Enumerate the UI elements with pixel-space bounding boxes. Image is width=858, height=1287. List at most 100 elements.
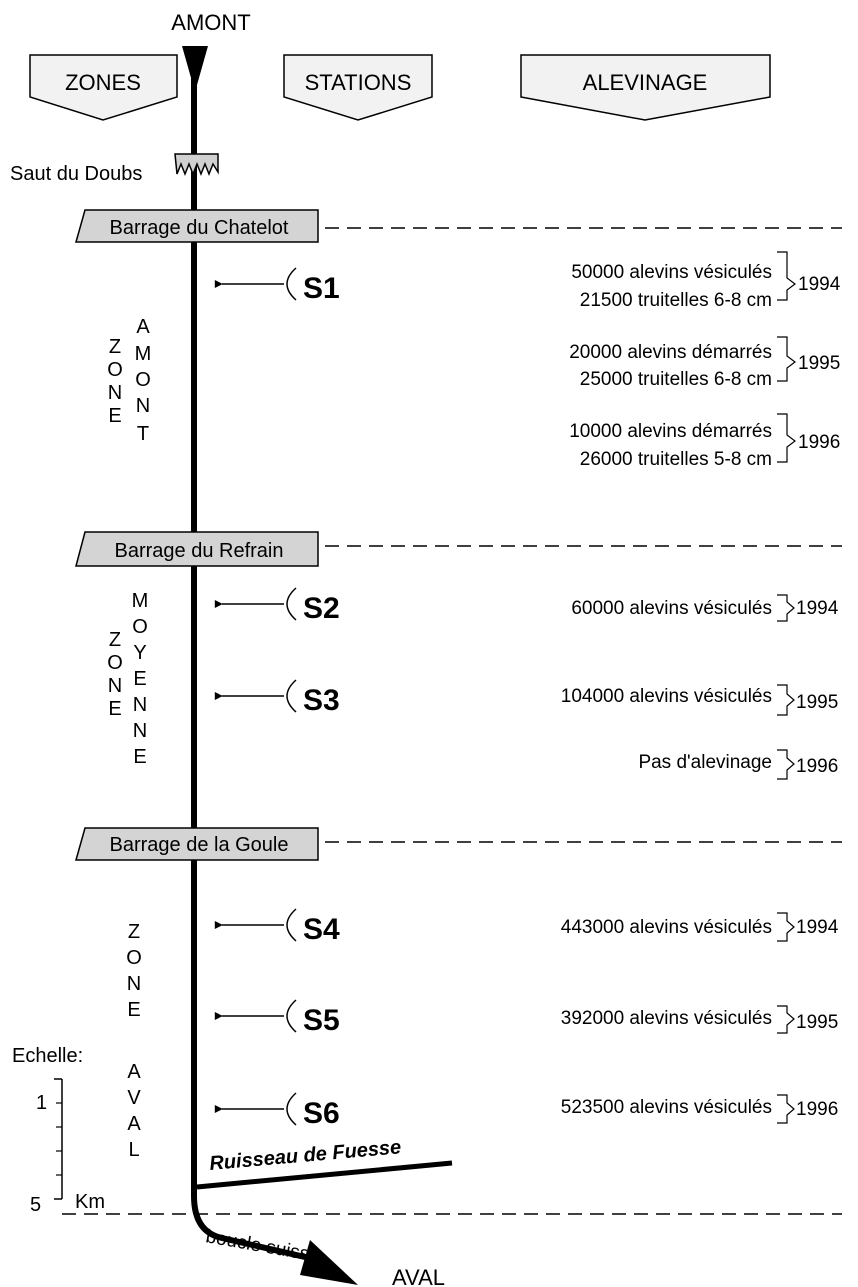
stocking-1996-amont: 10000 alevins démarrés 26000 truitelles … <box>569 413 840 470</box>
station-bracket-icon <box>286 908 297 942</box>
zone-aval-label: Z O N E A V A L <box>126 921 142 1161</box>
station-label: S5 <box>303 1004 340 1037</box>
upstream-label: AMONT <box>171 10 250 35</box>
stocking-line: Pas d'alevinage <box>638 752 772 773</box>
station-s2: S2 <box>214 587 340 625</box>
waterfall-icon <box>174 153 219 177</box>
zone-letter: N <box>108 382 122 404</box>
brace-icon <box>777 749 795 780</box>
dam-label: Barrage de la Goule <box>109 834 288 856</box>
zone-letter: N <box>133 694 147 716</box>
stocking-year: 1996 <box>798 432 840 453</box>
zone-letter: E <box>108 405 121 427</box>
stocking-line: 21500 truitelles 6-8 cm <box>580 290 772 311</box>
zone-letter: O <box>107 359 123 381</box>
stocking-1995-amont: 20000 alevins démarrés 25000 truitelles … <box>569 336 840 390</box>
zone-letter: E <box>133 746 146 768</box>
station-bracket-icon <box>286 679 297 713</box>
stocking-line: 443000 alevins vésiculés <box>561 917 772 938</box>
zone-letter: V <box>127 1087 141 1109</box>
header-stations-label: STATIONS <box>305 70 412 95</box>
station-label: S2 <box>303 592 340 625</box>
stocking-year: 1996 <box>796 756 838 777</box>
river-line <box>191 70 319 1263</box>
stocking-1996-aval: 523500 alevins vésiculés 1996 <box>561 1094 838 1124</box>
stocking-year: 1994 <box>798 274 841 295</box>
station-bracket-icon <box>286 999 297 1033</box>
station-bracket-icon <box>286 587 297 621</box>
brace-icon <box>777 912 795 942</box>
stocking-1995-moyenne: 104000 alevins vésiculés 1995 <box>561 684 838 716</box>
zone-letter: Z <box>128 921 140 943</box>
zone-letter: Y <box>133 642 146 664</box>
station-label: S3 <box>303 684 340 717</box>
stocking-line: 10000 alevins démarrés <box>569 421 772 442</box>
downstream-label: AVAL <box>392 1265 445 1287</box>
station-label: S1 <box>303 272 340 305</box>
station-label: S4 <box>303 913 340 946</box>
stocking-year: 1995 <box>798 353 840 374</box>
station-s5: S5 <box>214 999 340 1037</box>
stocking-year: 1994 <box>796 917 839 938</box>
zone-letter: N <box>108 675 122 697</box>
stocking-1994-amont: 50000 alevins vésiculés 21500 truitelles… <box>571 251 841 311</box>
zone-letter: T <box>137 423 149 445</box>
stocking-line: 26000 truitelles 5-8 cm <box>580 449 772 470</box>
brace-icon <box>777 1005 795 1034</box>
downstream-arrow-icon <box>300 1240 358 1285</box>
brace-icon <box>777 251 796 301</box>
stocking-line: 20000 alevins démarrés <box>569 342 772 363</box>
zone-letter: M <box>132 590 149 612</box>
zone-letter: E <box>127 999 140 1021</box>
upstream-arrow-icon <box>182 46 208 92</box>
stocking-line: 104000 alevins vésiculés <box>561 686 772 707</box>
station-s4: S4 <box>214 908 340 946</box>
dam-refrain: Barrage du Refrain <box>75 531 319 567</box>
stocking-1995-aval: 392000 alevins vésiculés 1995 <box>561 1005 838 1034</box>
stocking-year: 1994 <box>796 598 839 619</box>
station-label: S6 <box>303 1097 340 1130</box>
scale-label-top: 1 <box>36 1092 47 1114</box>
zone-letter: L <box>128 1139 139 1161</box>
stocking-year: 1995 <box>796 1012 838 1033</box>
header-zones: ZONES <box>29 54 178 121</box>
zone-letter: O <box>126 947 142 969</box>
station-bracket-icon <box>286 267 297 301</box>
stocking-line: 392000 alevins vésiculés <box>561 1008 772 1029</box>
zone-letter: A <box>127 1061 141 1083</box>
station-bracket-icon <box>286 1092 297 1126</box>
station-s1: S1 <box>214 267 340 305</box>
zone-letter: Z <box>109 629 121 651</box>
dam-label: Barrage du Chatelot <box>109 217 288 239</box>
stocking-1996-moyenne: Pas d'alevinage 1996 <box>638 749 838 780</box>
dam-chatelot: Barrage du Chatelot <box>75 209 319 243</box>
zone-letter: M <box>135 343 152 365</box>
zone-letter: N <box>127 973 141 995</box>
stocking-line: 50000 alevins vésiculés <box>571 262 772 283</box>
brace-icon <box>777 1094 795 1124</box>
zone-letter: Z <box>109 336 121 358</box>
stocking-line: 60000 alevins vésiculés <box>571 598 772 619</box>
header-stocking-label: ALEVINAGE <box>583 70 708 95</box>
brace-icon <box>777 684 795 716</box>
dam-label: Barrage du Refrain <box>115 540 284 562</box>
station-s6: S6 <box>214 1092 340 1130</box>
header-stations: STATIONS <box>283 54 433 121</box>
stocking-line: 523500 alevins vésiculés <box>561 1097 772 1118</box>
stocking-1994-aval: 443000 alevins vésiculés 1994 <box>561 912 839 942</box>
scale-label-bottom: 5 <box>30 1194 41 1216</box>
zone-moyenne-label: Z O N E M O Y E N N E <box>107 590 148 768</box>
tributary-line <box>196 1160 453 1190</box>
scale-bar: Echelle: 1 5 Km <box>12 1045 105 1216</box>
scale-unit: Km <box>75 1191 105 1213</box>
waterfall-label: Saut du Doubs <box>10 163 142 185</box>
zone-letter: N <box>136 395 150 417</box>
zone-letter: E <box>108 698 121 720</box>
header-stocking: ALEVINAGE <box>520 54 771 121</box>
brace-icon <box>777 336 796 382</box>
swiss-loop-label: boucle suisse <box>204 1226 321 1267</box>
brace-icon <box>777 594 795 622</box>
zone-amont-label: Z O N E A M O N T <box>107 316 151 445</box>
scale-title: Echelle: <box>12 1045 83 1067</box>
zone-letter: A <box>136 316 150 338</box>
